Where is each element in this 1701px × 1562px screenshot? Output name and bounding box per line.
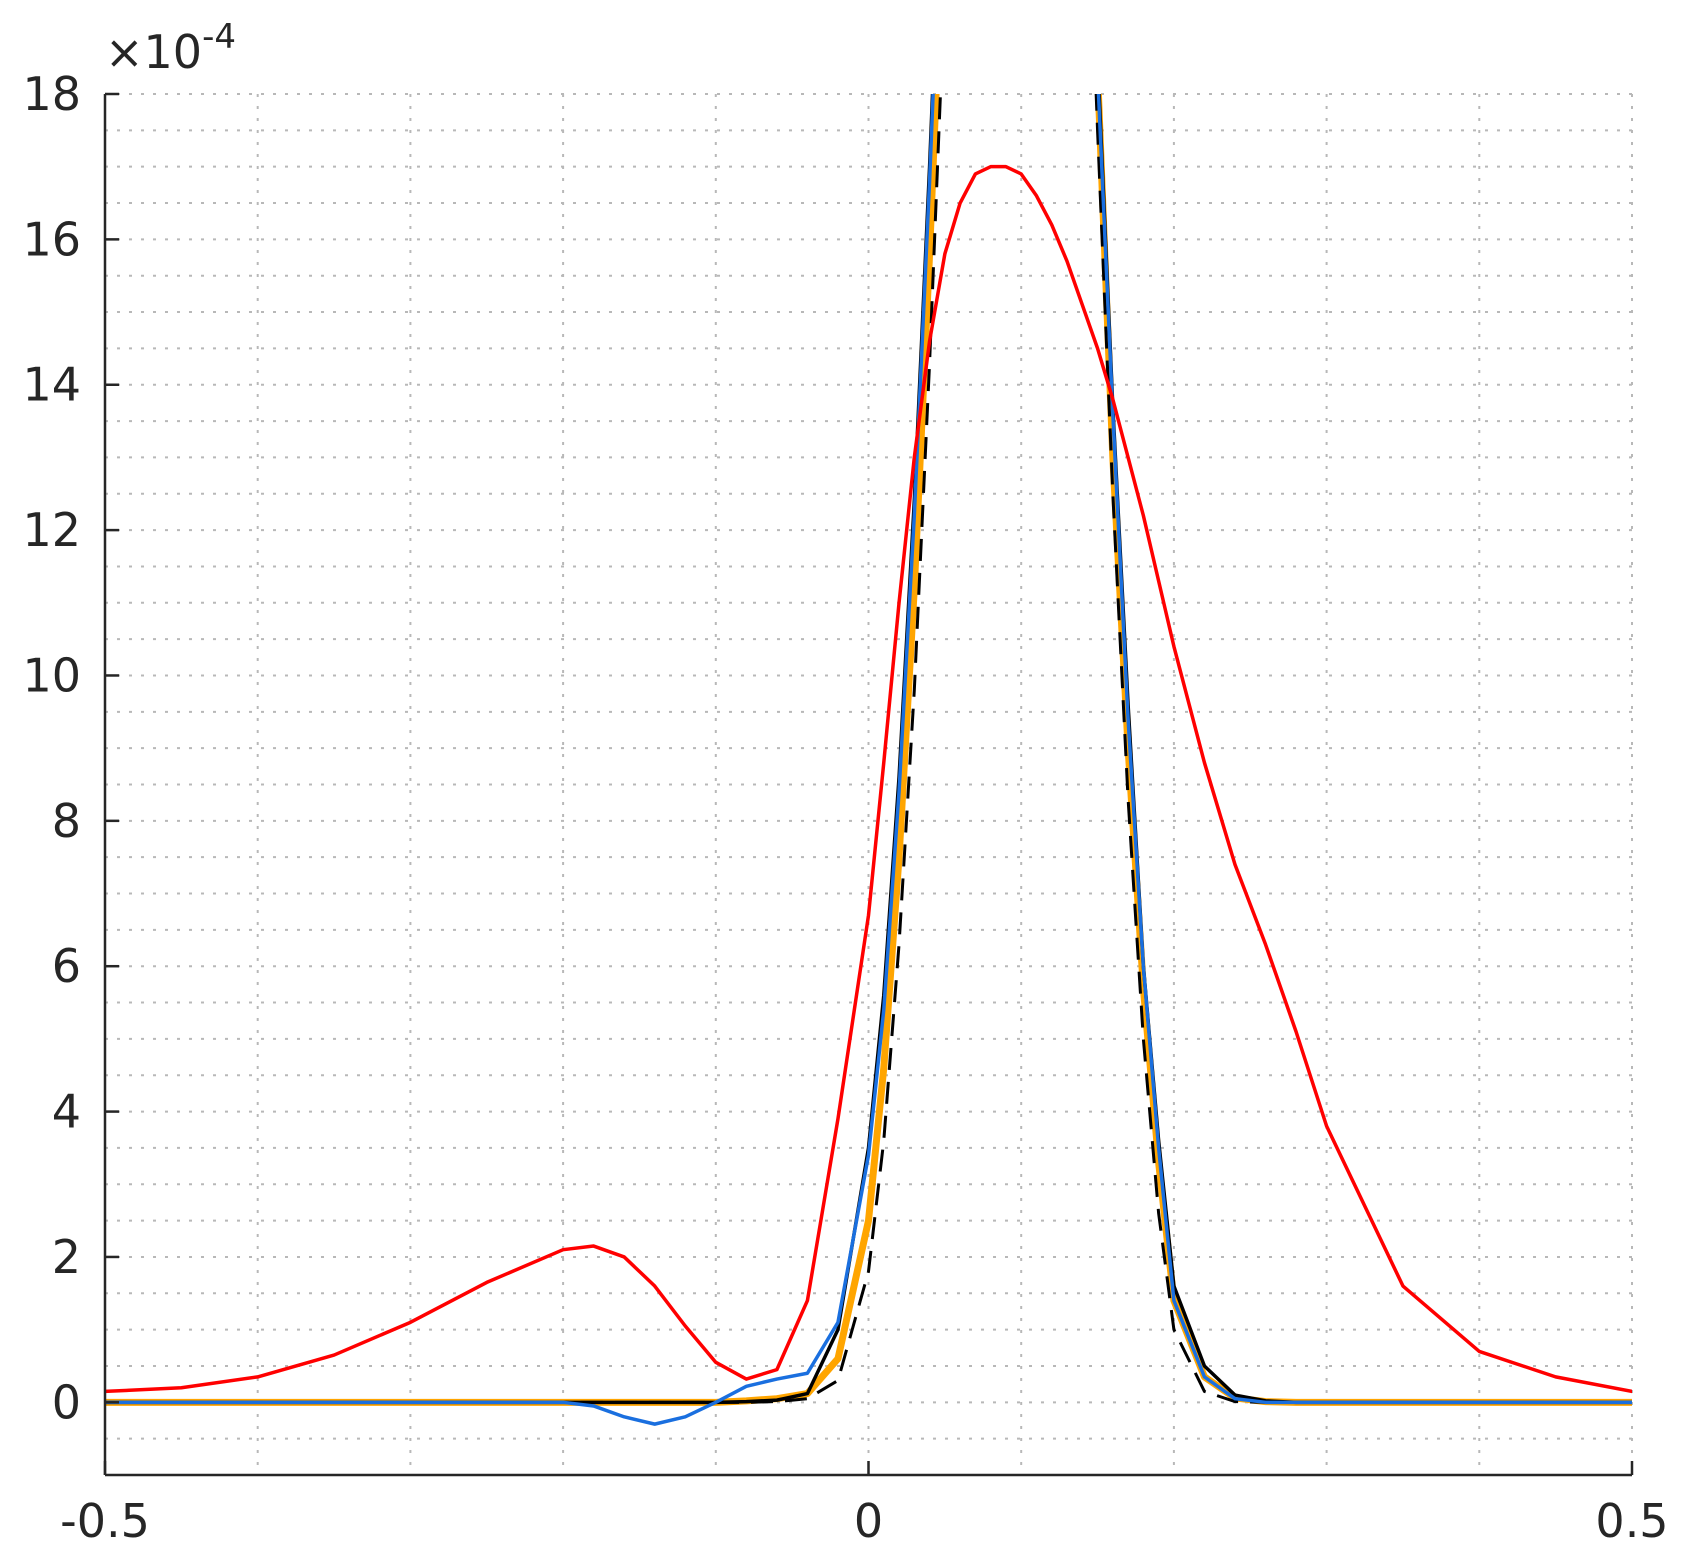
y-tick-label: 14 xyxy=(22,358,81,412)
series-line xyxy=(105,94,1632,1405)
multiplier-exponent: -4 xyxy=(202,17,236,57)
y-tick-label: 6 xyxy=(52,939,81,993)
series-line xyxy=(105,94,1632,1406)
y-tick-label: 8 xyxy=(52,794,81,848)
y-tick-label: 2 xyxy=(52,1230,81,1284)
y-tick-label: 16 xyxy=(22,212,81,266)
y-tick-label: 10 xyxy=(22,648,81,702)
y-tick-label: 4 xyxy=(52,1085,81,1139)
y-tick-label: 12 xyxy=(22,503,81,557)
y-tick-label: 0 xyxy=(52,1375,81,1429)
x-tick-label: 0.5 xyxy=(1595,1494,1668,1548)
x-tick-label: -0.5 xyxy=(60,1494,150,1548)
series-line xyxy=(105,94,1632,1404)
multiplier-base: ×10 xyxy=(105,25,202,79)
series-line xyxy=(105,164,1632,1394)
y-multiplier: ×10-4 xyxy=(105,17,236,79)
series-line xyxy=(105,94,1632,1426)
x-tick-label: 0 xyxy=(854,1494,883,1548)
y-tick-label: 18 xyxy=(22,67,81,121)
